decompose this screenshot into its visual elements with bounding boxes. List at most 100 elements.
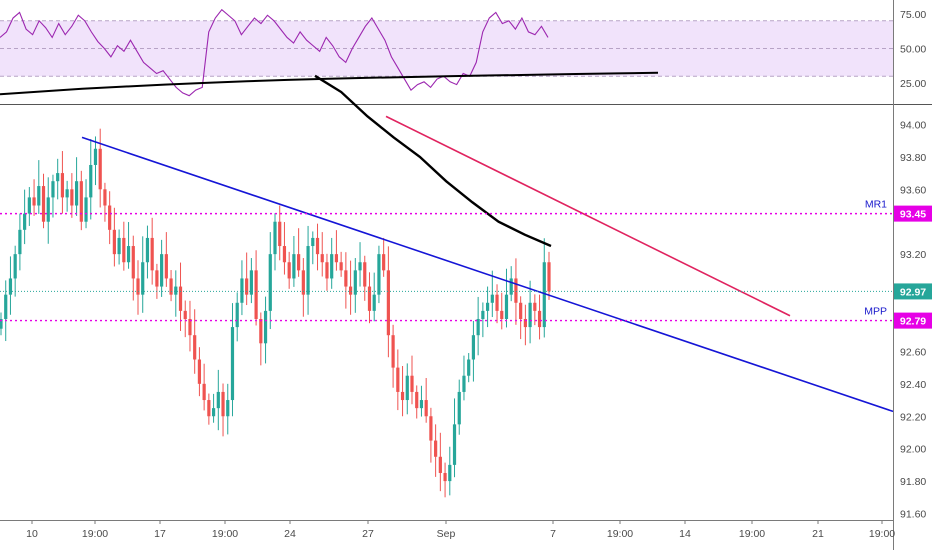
candle [481,302,485,338]
candle-body [481,310,485,319]
candle [287,251,291,289]
candle-body [311,237,315,247]
candle [98,128,102,208]
candle [400,365,405,417]
candle [278,205,282,261]
price-tick-label: 93.20 [900,249,926,261]
candle [358,242,362,287]
price-panel[interactable]: MR1 MPP [0,74,894,498]
price-tick-label: 92.40 [900,379,926,391]
candle [429,407,433,463]
candle-body [339,262,343,271]
rsi-tick-label: 25.00 [900,78,926,90]
last-price-tag-text: 92.97 [900,286,926,298]
candle [84,179,88,229]
candle [216,369,220,431]
candle-body [240,278,244,303]
candle [297,228,301,277]
candle-body [202,383,206,401]
candle-body [476,318,480,336]
candle-body [330,254,334,279]
candle [424,377,428,423]
blue-trendline[interactable] [81,136,894,413]
candle [240,260,244,316]
candle-body [396,367,400,392]
candle-body [207,400,211,417]
candle [13,245,17,297]
time-tick-label: 19:00 [607,528,633,540]
candle-body [174,286,178,295]
candle [136,260,140,315]
price-tick-label: 91.60 [900,509,926,521]
candle [273,213,277,271]
candle-body [278,221,282,247]
candle-body [18,229,22,255]
candle [495,284,499,324]
candle-body [500,310,504,319]
candle-body [117,237,121,255]
candle-body [547,262,551,292]
candle [542,238,546,338]
candle-body [37,186,41,206]
candle-body [245,278,249,295]
time-tick-label: 27 [362,528,374,540]
candle-body [230,327,235,401]
candle-body [485,302,490,311]
rsi-panel[interactable]: 75.00 50.00 25.00 [0,9,932,105]
candle [193,309,197,374]
price-tick-label: 92.20 [900,411,926,423]
candle [334,230,339,271]
candle [452,398,457,478]
candle [103,182,107,222]
candle-body [490,294,494,303]
candle-body [325,262,329,279]
candle-body [221,391,225,417]
candle [160,239,164,297]
time-tick-label: 10 [26,528,38,540]
candle-body [348,286,353,295]
candle [311,231,315,265]
candle-body [13,254,17,279]
candle-body [70,189,74,206]
candle-body [287,262,291,279]
price-tick-label: 92.00 [900,444,926,456]
candle [202,363,206,411]
candle-body [56,173,60,182]
candle-body [164,254,168,279]
candle [0,312,3,336]
candle [108,191,112,245]
candle [490,270,494,318]
candle [382,237,386,277]
candle [330,237,334,289]
candle-body [126,246,131,263]
candle-body [282,246,287,263]
candle-body [405,375,409,401]
price-tick-label: 92.60 [900,346,926,358]
candle-body [51,181,55,198]
candle-body [4,294,8,319]
candle [282,222,287,275]
candle-body [306,246,310,295]
candle [65,180,69,212]
candle [372,272,376,322]
candle-body [183,310,187,319]
candle-body [112,229,116,255]
candle-body [528,302,532,328]
candle-body [254,270,258,319]
candle-body [467,359,471,376]
candle [320,232,324,277]
candle [131,235,135,301]
pivot-price-tag [894,312,932,329]
candle [221,383,225,437]
candle [457,379,461,435]
candle [178,262,183,331]
candle-body [443,472,447,482]
red-trendline[interactable] [385,115,791,317]
candle [74,157,79,216]
candle-body [93,148,98,165]
candle [485,286,490,328]
time-tick-label: 19:00 [739,528,765,540]
candle-body [514,278,518,303]
